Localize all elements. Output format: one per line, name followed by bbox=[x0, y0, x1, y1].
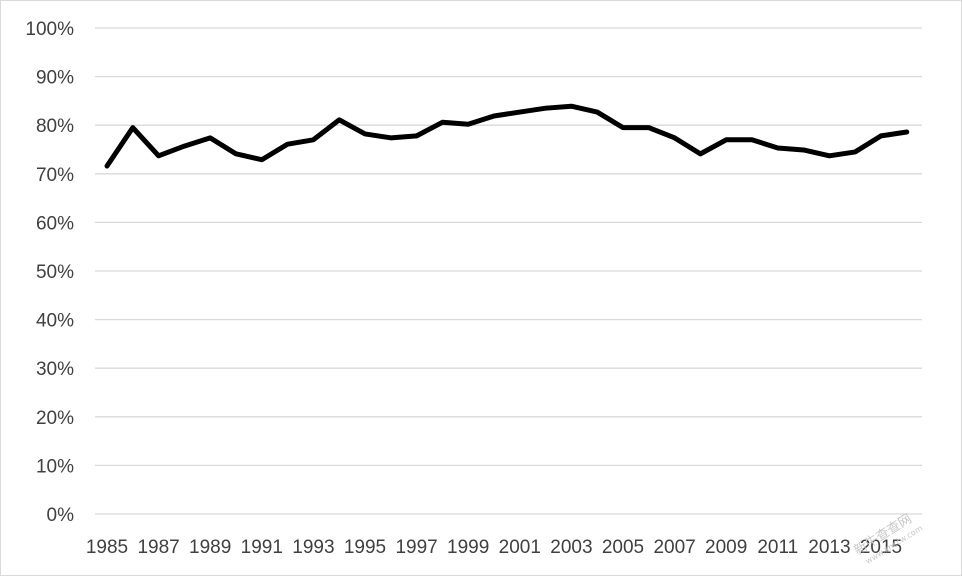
series-lines bbox=[104, 103, 910, 169]
x-tick-label: 2005 bbox=[602, 537, 644, 558]
x-tick-label: 2015 bbox=[860, 537, 902, 558]
x-tick-label: 1999 bbox=[447, 537, 489, 558]
y-tick-label: 50% bbox=[36, 262, 74, 283]
y-tick-label: 30% bbox=[36, 359, 74, 380]
y-tick-label: 0% bbox=[47, 505, 75, 526]
x-axis-tick-labels: 1985 1987 1989 1991 1993 1995 1997 1999 2001 2003… bbox=[86, 537, 902, 558]
x-tick-label: 1991 bbox=[241, 537, 283, 558]
y-tick-label: 100% bbox=[25, 19, 74, 40]
x-tick-label: 1995 bbox=[344, 537, 386, 558]
y-tick-label: 70% bbox=[36, 165, 74, 186]
series-line bbox=[104, 103, 910, 169]
x-tick-label: 2007 bbox=[653, 537, 695, 558]
y-tick-label: 80% bbox=[36, 116, 74, 137]
y-tick-label: 20% bbox=[36, 408, 74, 429]
y-tick-label: 90% bbox=[36, 68, 74, 89]
y-tick-label: 40% bbox=[36, 311, 74, 332]
x-tick-label: 1985 bbox=[86, 537, 128, 558]
y-tick-label: 60% bbox=[36, 213, 74, 234]
x-tick-label: 2009 bbox=[705, 537, 747, 558]
x-tick-label: 1989 bbox=[189, 537, 231, 558]
x-tick-label: 2011 bbox=[757, 537, 798, 558]
x-tick-label: 2003 bbox=[550, 537, 592, 558]
x-tick-label: 1993 bbox=[292, 537, 334, 558]
y-axis-tick-labels: 0% 10% 20% 30% 40% 50% 60% 70% 80% 90% 100% bbox=[25, 19, 74, 526]
gridlines bbox=[95, 27, 922, 515]
x-tick-label: 2013 bbox=[808, 537, 850, 558]
x-tick-label: 2001 bbox=[499, 537, 541, 558]
x-tick-label: 1987 bbox=[137, 537, 179, 558]
x-tick-label: 1997 bbox=[395, 537, 437, 558]
y-tick-label: 10% bbox=[36, 456, 74, 477]
